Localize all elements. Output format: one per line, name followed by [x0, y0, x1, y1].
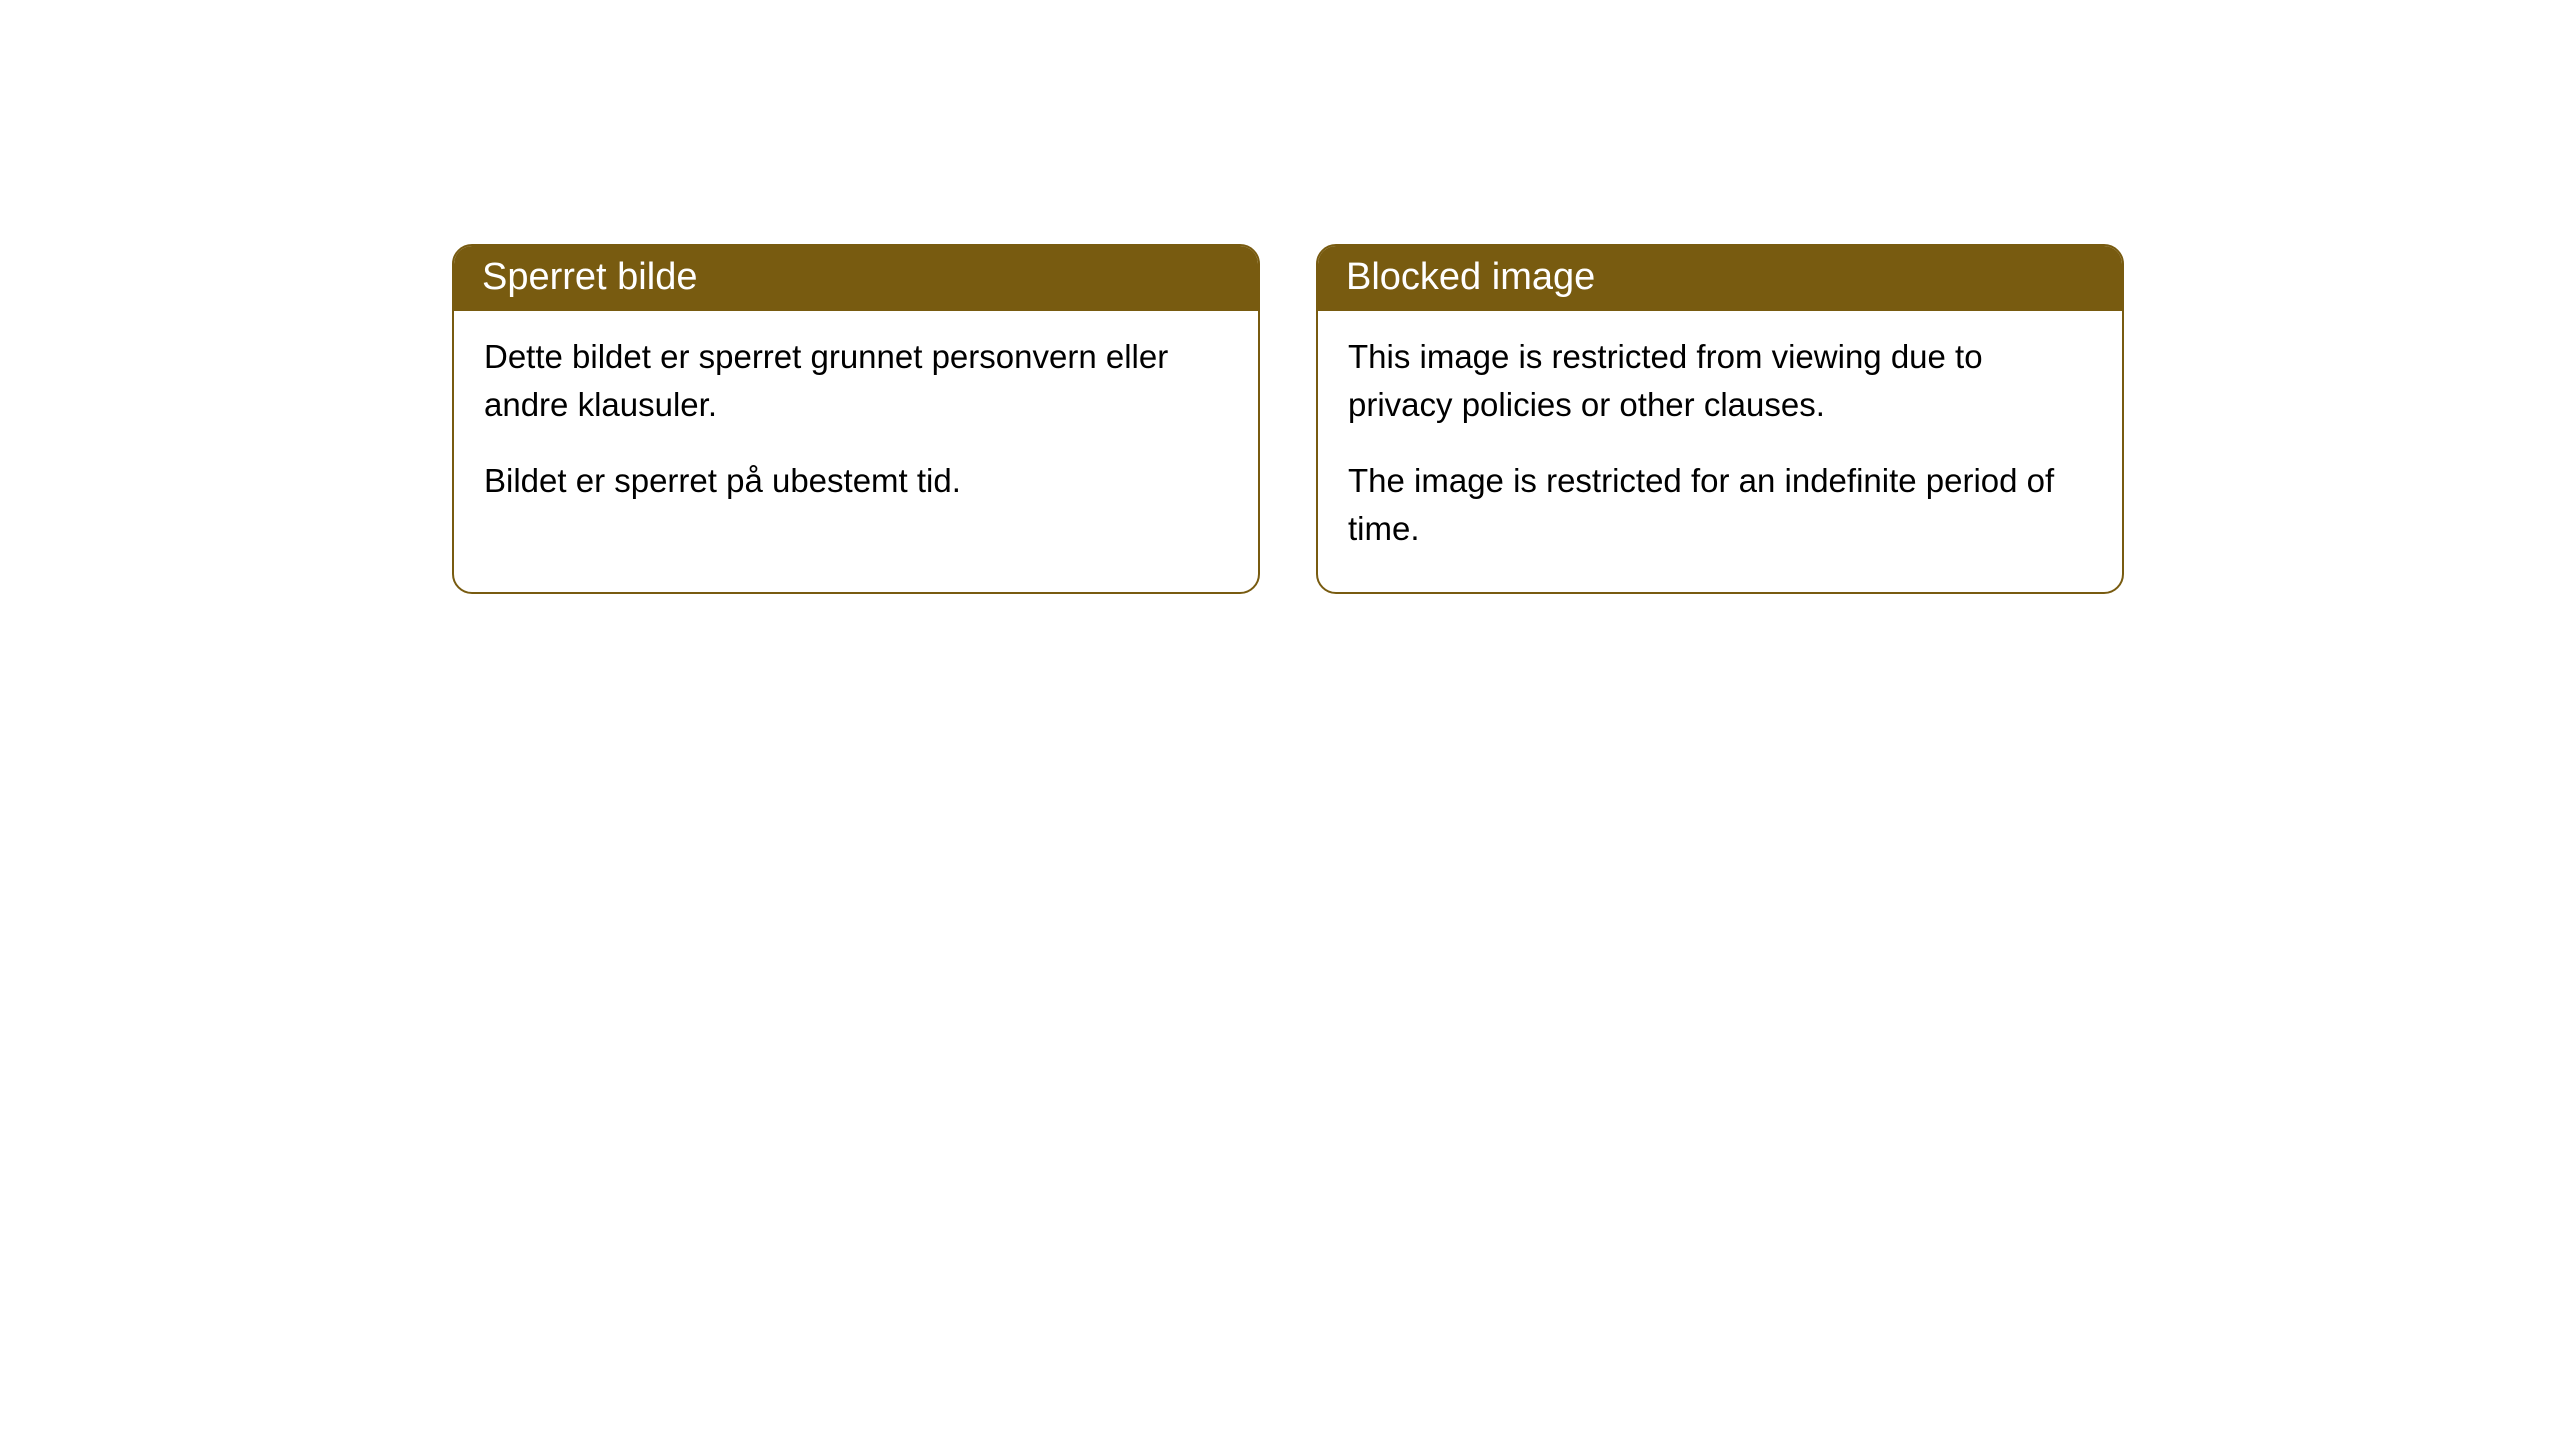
card-paragraph: Bildet er sperret på ubestemt tid.: [484, 457, 1228, 505]
notice-cards-container: Sperret bilde Dette bildet er sperret gr…: [0, 0, 2560, 594]
card-paragraph: The image is restricted for an indefinit…: [1348, 457, 2092, 553]
card-header: Blocked image: [1318, 246, 2122, 311]
blocked-image-card-norwegian: Sperret bilde Dette bildet er sperret gr…: [452, 244, 1260, 594]
card-body: Dette bildet er sperret grunnet personve…: [454, 311, 1258, 545]
card-title: Blocked image: [1346, 256, 1595, 298]
blocked-image-card-english: Blocked image This image is restricted f…: [1316, 244, 2124, 594]
card-paragraph: This image is restricted from viewing du…: [1348, 333, 2092, 429]
card-title: Sperret bilde: [482, 256, 697, 298]
card-body: This image is restricted from viewing du…: [1318, 311, 2122, 592]
card-paragraph: Dette bildet er sperret grunnet personve…: [484, 333, 1228, 429]
card-header: Sperret bilde: [454, 246, 1258, 311]
